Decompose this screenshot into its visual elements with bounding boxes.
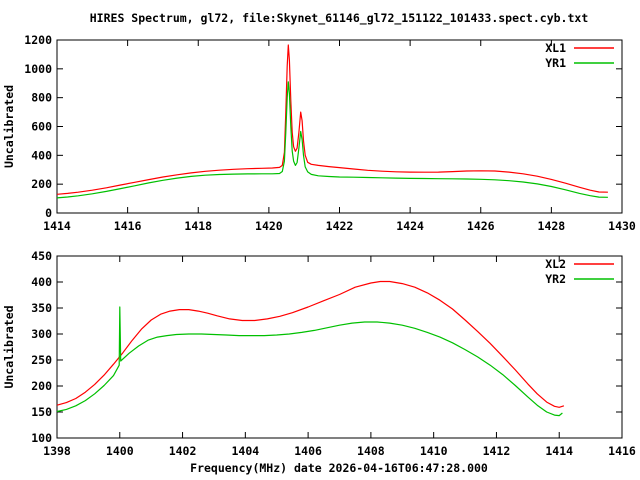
y-tick-label: 350 [31,301,52,315]
x-tick-label: 1424 [396,219,424,233]
x-tick-label: 1418 [184,219,212,233]
x-tick-label: 1426 [467,219,495,233]
x-tick-label: 1414 [43,219,71,233]
series-YR2-line [56,306,563,417]
y-axis-label: Uncalibrated [2,305,16,388]
y-tick-label: 0 [45,206,52,220]
x-tick-label: 1408 [357,444,385,458]
figure-title: HIRES Spectrum, gl72, file:Skynet_61146_… [90,11,589,26]
x-tick-label: 1420 [255,219,283,233]
x-tick-label: 1428 [538,219,566,233]
x-axis-label: Frequency(MHz) date 2026-04-16T06:47:28.… [190,461,488,475]
series-XL2-line [56,280,565,408]
x-tick-label: 1414 [545,444,573,458]
x-tick-label: 1398 [43,444,71,458]
plot2-border [56,255,623,439]
y-tick-label: 400 [31,148,52,162]
x-tick-label: 1402 [169,444,197,458]
y-tick-label: 150 [31,405,52,419]
y-tick-label: 300 [31,327,52,341]
x-tick-label: 1416 [608,444,636,458]
x-tick-label: 1410 [420,444,448,458]
y-tick-label: 250 [31,353,52,367]
x-tick-label: 1422 [326,219,354,233]
legend-label-YR1: YR1 [545,56,566,70]
y-tick-label: 450 [31,249,52,263]
y-tick-label: 800 [31,91,52,105]
x-tick-label: 1430 [608,219,636,233]
x-tick-label: 1404 [231,444,259,458]
y-tick-label: 1200 [24,33,52,47]
y-axis-label: Uncalibrated [2,85,16,168]
legend-label-XL1: XL1 [545,41,566,55]
plot1-border [56,39,623,214]
y-tick-label: 200 [31,177,52,191]
legend-label-YR2: YR2 [545,272,566,286]
legend-label-XL2: XL2 [545,257,566,271]
y-tick-label: 400 [31,275,52,289]
x-tick-label: 1416 [114,219,142,233]
series-YR1-line [56,81,608,199]
x-tick-label: 1400 [106,444,134,458]
x-tick-label: 1412 [483,444,511,458]
y-tick-label: 600 [31,120,52,134]
y-tick-label: 100 [31,431,52,445]
series-XL1-line [56,44,608,195]
x-tick-label: 1406 [294,444,322,458]
y-tick-label: 1000 [24,62,52,76]
y-tick-label: 200 [31,379,52,393]
